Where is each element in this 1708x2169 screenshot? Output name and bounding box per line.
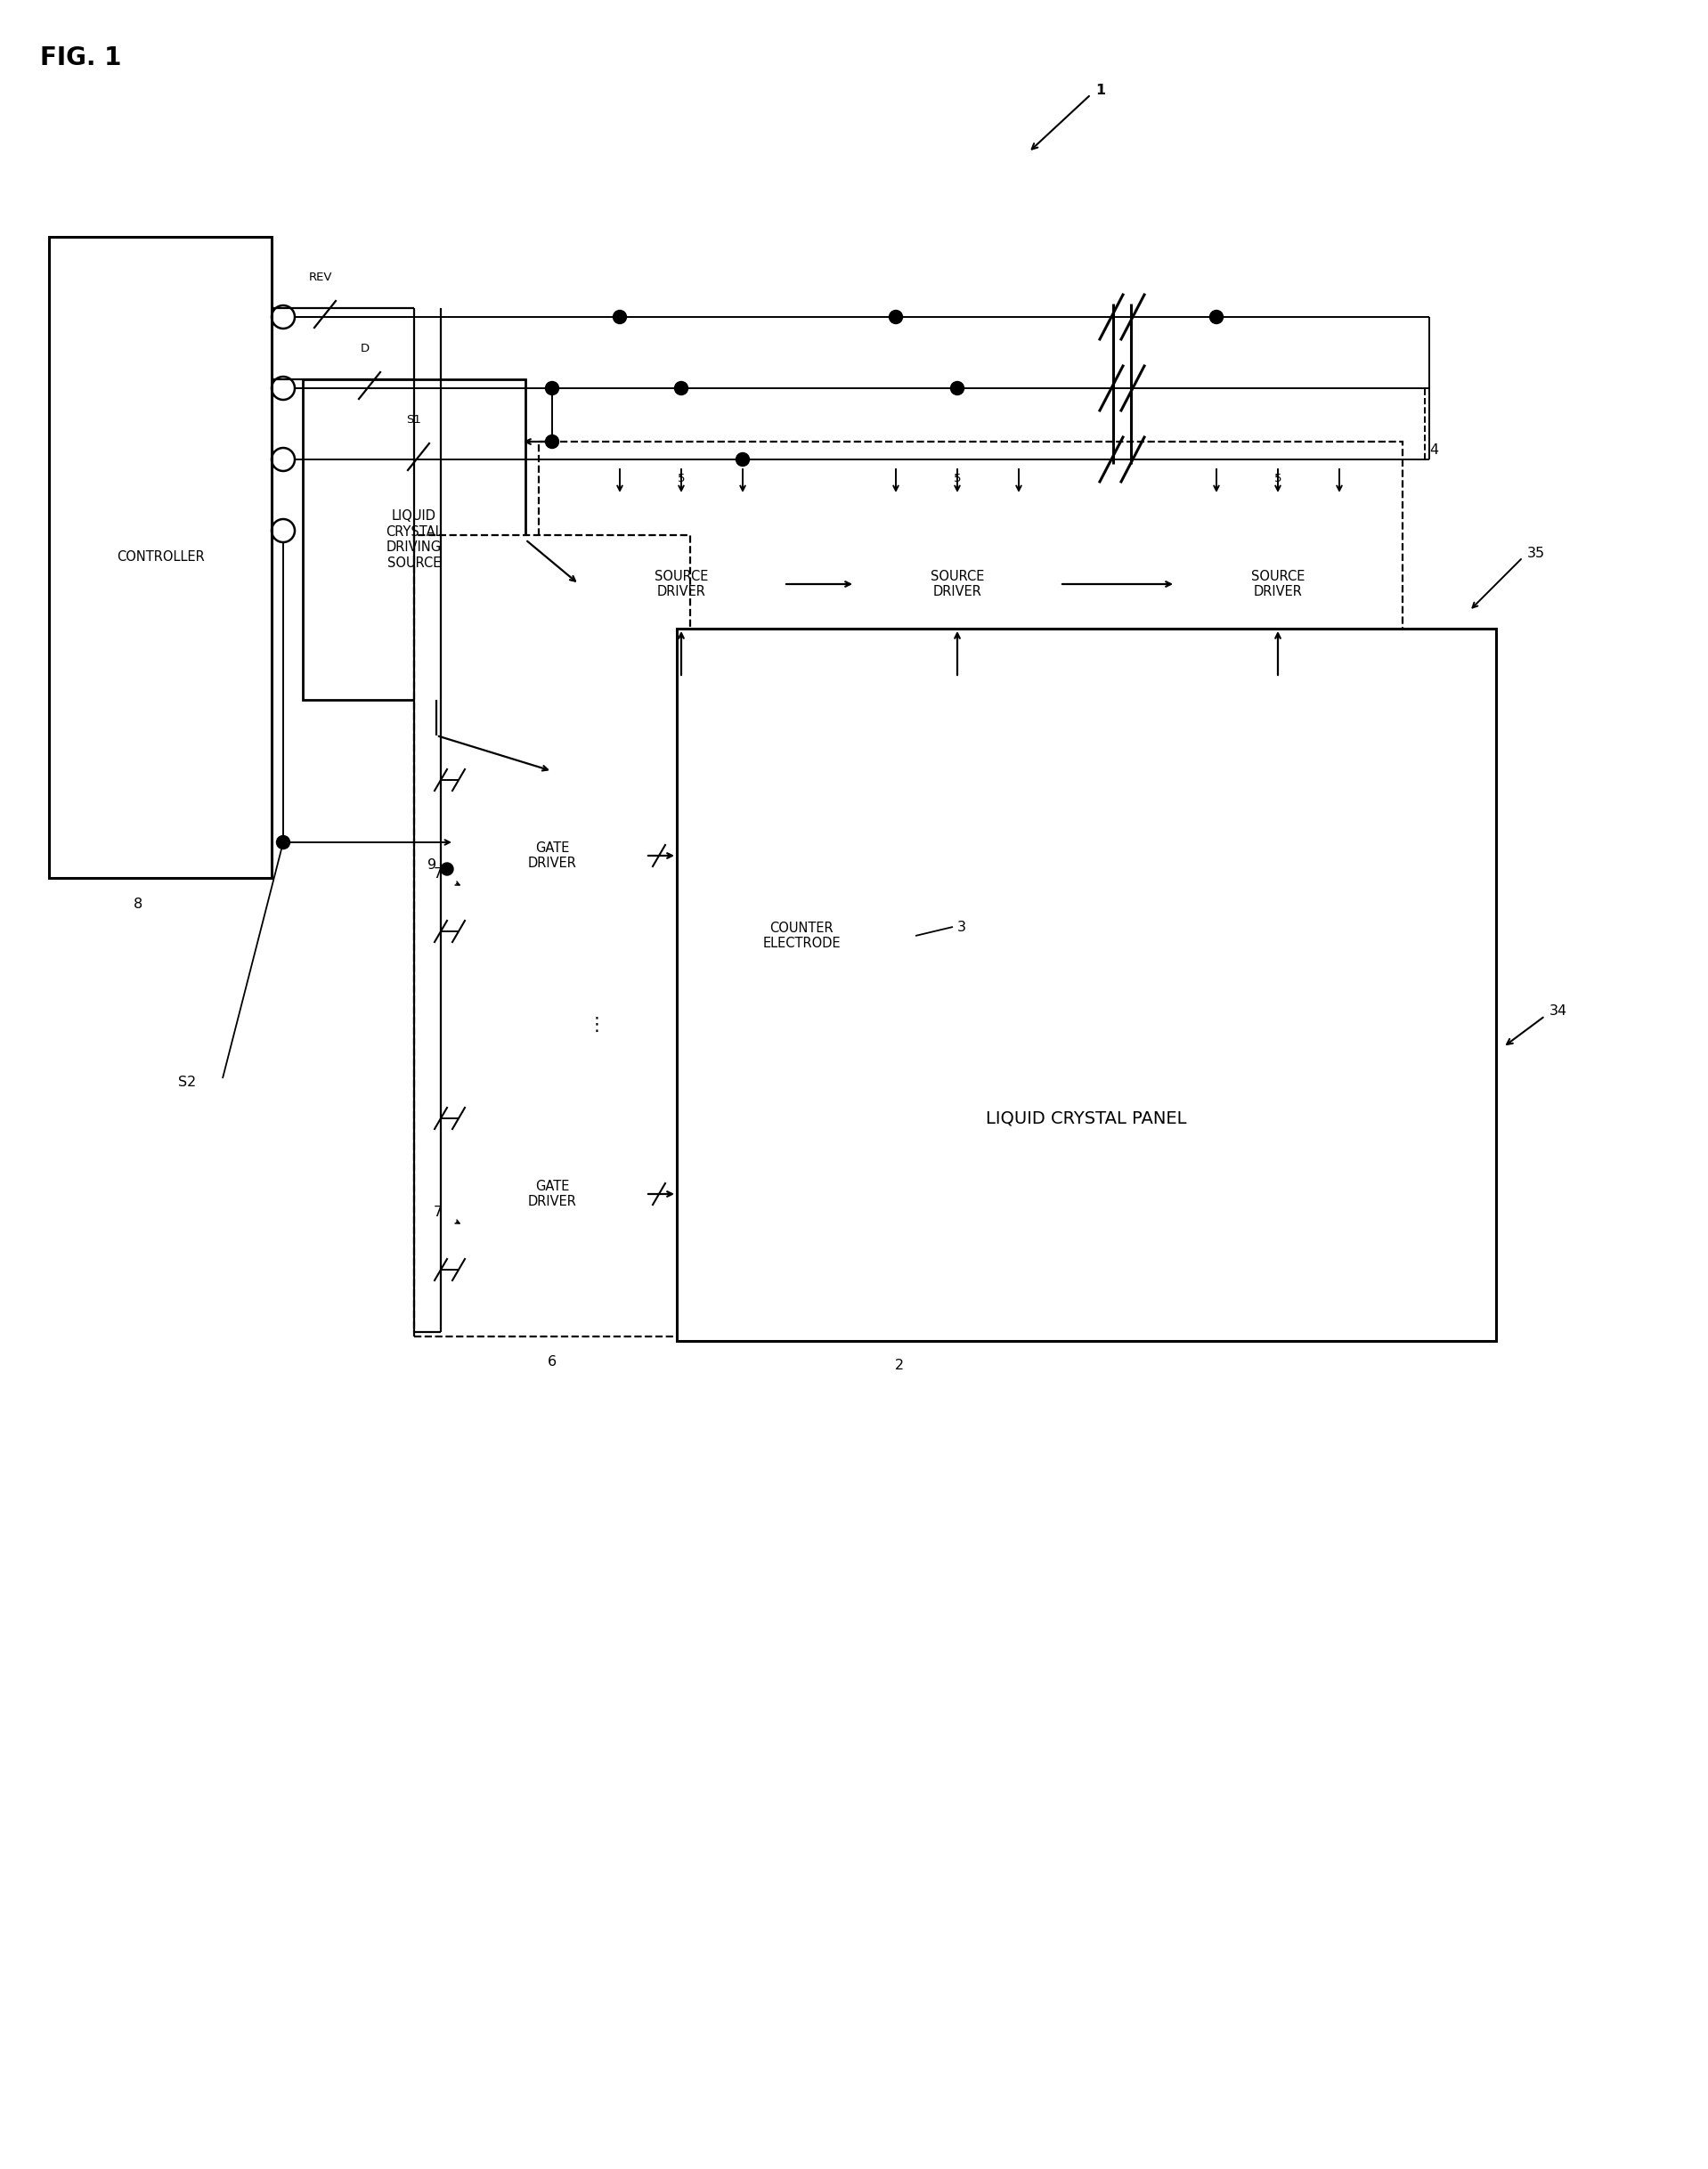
Text: SOURCE
DRIVER: SOURCE DRIVER — [654, 570, 709, 599]
Bar — [695, 870, 909, 1002]
Text: LIQUID CRYSTAL PANEL: LIQUID CRYSTAL PANEL — [986, 1111, 1187, 1126]
Bar — [579, 495, 784, 672]
Text: 5: 5 — [678, 473, 685, 484]
Text: CONTROLLER: CONTROLLER — [116, 551, 205, 564]
Text: 5: 5 — [1274, 473, 1281, 484]
Circle shape — [545, 436, 559, 449]
Text: REV: REV — [309, 271, 333, 284]
Bar — [459, 772, 646, 939]
Circle shape — [951, 382, 963, 395]
Text: COUNTER
ELECTRODE: COUNTER ELECTRODE — [762, 922, 840, 950]
Bar — [856, 495, 1059, 672]
Text: SOURCE
DRIVER: SOURCE DRIVER — [931, 570, 984, 599]
Text: SOURCE
DRIVER: SOURCE DRIVER — [1250, 570, 1305, 599]
Circle shape — [736, 453, 750, 466]
Circle shape — [890, 310, 902, 323]
Text: 3: 3 — [956, 920, 967, 933]
Text: 7: 7 — [434, 1206, 442, 1219]
Circle shape — [675, 382, 688, 395]
Bar — [413, 536, 690, 1336]
Bar — [302, 380, 526, 701]
Text: LIQUID
CRYSTAL
DRIVING
SOURCE: LIQUID CRYSTAL DRIVING SOURCE — [386, 510, 442, 570]
Text: 9: 9 — [427, 859, 436, 872]
Text: 7: 7 — [434, 868, 442, 881]
Text: ⋮: ⋮ — [588, 1015, 606, 1035]
Text: D: D — [360, 343, 369, 354]
Text: 1: 1 — [1095, 82, 1105, 98]
Text: GATE
DRIVER: GATE DRIVER — [528, 1180, 577, 1208]
Bar — [676, 629, 1496, 1340]
Circle shape — [277, 835, 290, 848]
Circle shape — [1209, 310, 1223, 323]
Text: 5: 5 — [953, 473, 962, 484]
Circle shape — [613, 310, 627, 323]
Circle shape — [545, 382, 559, 395]
Text: FIG. 1: FIG. 1 — [39, 46, 121, 69]
Text: S1: S1 — [407, 414, 422, 425]
Bar — [538, 442, 1402, 735]
Bar — [50, 236, 272, 878]
Text: 8: 8 — [133, 898, 143, 911]
Circle shape — [441, 863, 453, 876]
Text: 34: 34 — [1549, 1004, 1568, 1017]
Text: S2: S2 — [178, 1076, 196, 1089]
Text: 6: 6 — [548, 1356, 557, 1369]
Bar — [1175, 495, 1380, 672]
Text: 4: 4 — [1430, 445, 1438, 458]
Text: 2: 2 — [895, 1360, 904, 1373]
Bar — [459, 1108, 646, 1278]
Text: GATE
DRIVER: GATE DRIVER — [528, 842, 577, 870]
Text: 35: 35 — [1527, 547, 1546, 560]
